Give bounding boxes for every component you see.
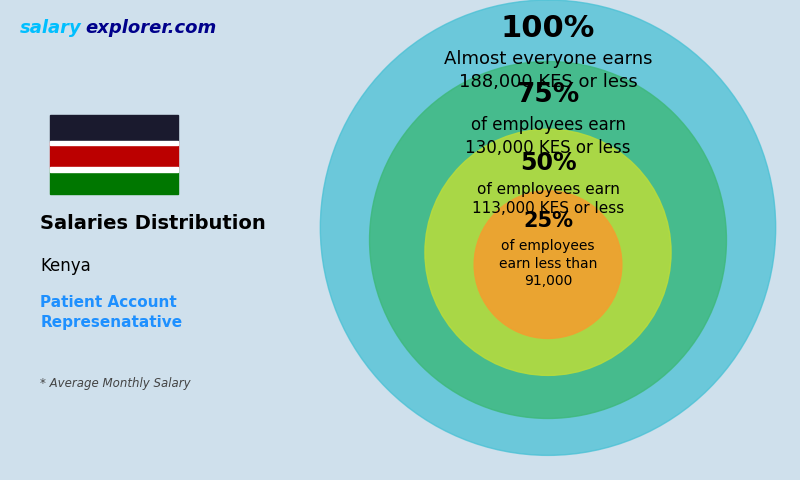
Text: 25%: 25% [523, 211, 573, 231]
Bar [50, 167, 178, 172]
Text: 50%: 50% [520, 151, 576, 175]
Circle shape [370, 61, 726, 419]
Bar [50, 141, 178, 145]
Text: Kenya: Kenya [40, 257, 91, 275]
Circle shape [425, 129, 671, 375]
Text: * Average Monthly Salary: * Average Monthly Salary [40, 377, 191, 390]
Bar [50, 142, 178, 168]
Text: 100%: 100% [501, 14, 595, 43]
Text: explorer.com: explorer.com [86, 19, 217, 37]
Bar [50, 115, 178, 142]
Circle shape [474, 191, 622, 338]
Text: Patient Account
Represenatative: Patient Account Represenatative [40, 295, 182, 330]
Text: of employees earn
113,000 KES or less: of employees earn 113,000 KES or less [472, 182, 624, 216]
Text: Salaries Distribution: Salaries Distribution [40, 214, 266, 233]
Text: of employees earn
130,000 KES or less: of employees earn 130,000 KES or less [466, 116, 630, 156]
Text: 75%: 75% [516, 82, 580, 108]
Text: of employees
earn less than
91,000: of employees earn less than 91,000 [499, 239, 597, 288]
Text: Almost everyone earns
188,000 KES or less: Almost everyone earns 188,000 KES or les… [444, 50, 652, 91]
Circle shape [320, 0, 776, 456]
Bar [50, 168, 178, 194]
Text: salary: salary [20, 19, 82, 37]
